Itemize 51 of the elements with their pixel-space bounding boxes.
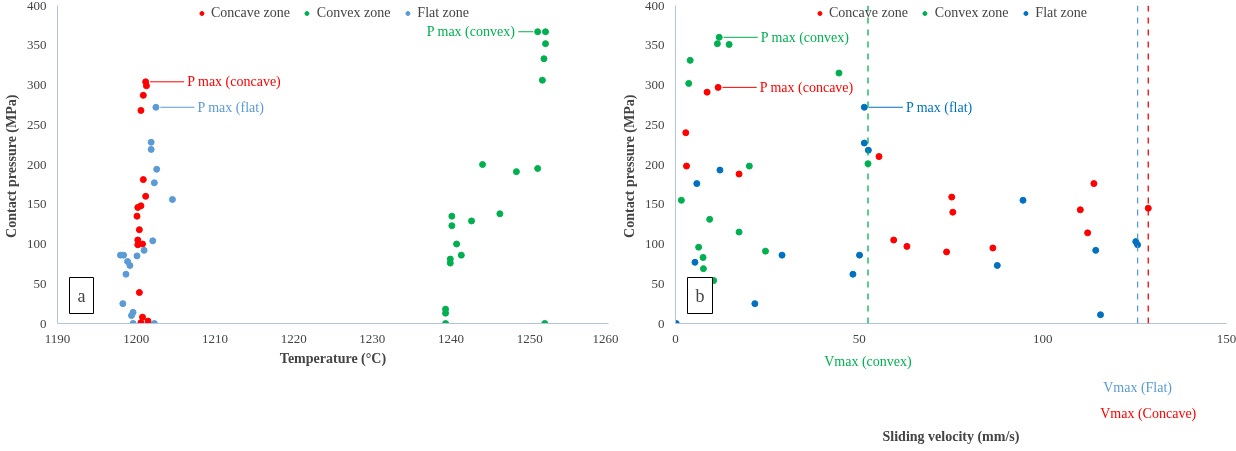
x-tick-label: 50 <box>852 330 866 346</box>
annotation: P max (convex) <box>760 29 850 46</box>
x-tick-label: 1210 <box>201 330 228 346</box>
y-tick-label: 250 <box>27 116 47 132</box>
annotation: b <box>695 285 705 306</box>
x-tick-label: 1240 <box>438 330 465 346</box>
x-tick-label: 1260 <box>592 330 619 346</box>
y-tick-label: 0 <box>658 315 665 331</box>
annotation: P max (flat) <box>905 99 973 116</box>
legend-label: Convex zone <box>934 5 1009 21</box>
annotation: P max (convex) <box>426 24 516 41</box>
y-tick-label: 100 <box>645 236 665 251</box>
y-tick-label: 350 <box>645 37 665 53</box>
x-tick-label: 150 <box>1216 330 1236 346</box>
y-tick-label: 150 <box>27 196 47 212</box>
legend-label: Concave zone <box>828 5 908 21</box>
x-tick-label: 1220 <box>280 330 307 346</box>
legend-label: Flat zone <box>417 5 470 21</box>
y-axis-title: Contact pressure (MPa) <box>622 94 638 238</box>
x-tick-label: 1200 <box>123 330 150 346</box>
y-tick-label: 150 <box>645 196 665 212</box>
y-tick-label: 350 <box>27 37 47 53</box>
y-tick-label: 400 <box>645 0 665 13</box>
annotation: P max (flat) <box>197 99 265 116</box>
ref-line-label: Vmax (convex) <box>824 353 913 370</box>
legend-label: Convex zone <box>316 5 391 21</box>
y-tick-label: 300 <box>27 77 47 92</box>
x-tick-label: 0 <box>672 330 679 346</box>
y-tick-label: 50 <box>33 275 47 291</box>
annotation: a <box>77 285 86 306</box>
x-tick-label: 1190 <box>44 330 71 346</box>
y-tick-label: 250 <box>645 116 665 132</box>
x-tick-label: 100 <box>1033 330 1053 346</box>
annotation: P max (concave) <box>187 74 282 91</box>
annotation: P max (concave) <box>759 79 854 96</box>
y-tick-label: 200 <box>27 156 47 172</box>
ref-line-label: Vmax (Flat) <box>1103 379 1173 396</box>
x-tick-label: 1230 <box>359 330 386 346</box>
x-axis-title: Temperature (°C) <box>279 350 387 367</box>
y-tick-label: 300 <box>645 77 665 92</box>
y-axis-title: Contact pressure (MPa) <box>4 94 20 238</box>
y-tick-label: 400 <box>27 0 47 13</box>
x-axis-title: Sliding velocity (mm/s) <box>882 428 1020 445</box>
y-tick-label: 100 <box>27 236 47 251</box>
legend-label: Flat zone <box>1035 5 1088 21</box>
ref-line-label: Vmax (Concave) <box>1100 405 1197 422</box>
legend-label: Concave zone <box>210 5 290 21</box>
x-tick-label: 1250 <box>516 330 543 346</box>
y-tick-label: 0 <box>40 315 47 331</box>
y-tick-label: 50 <box>651 275 665 291</box>
y-tick-label: 200 <box>645 156 665 172</box>
